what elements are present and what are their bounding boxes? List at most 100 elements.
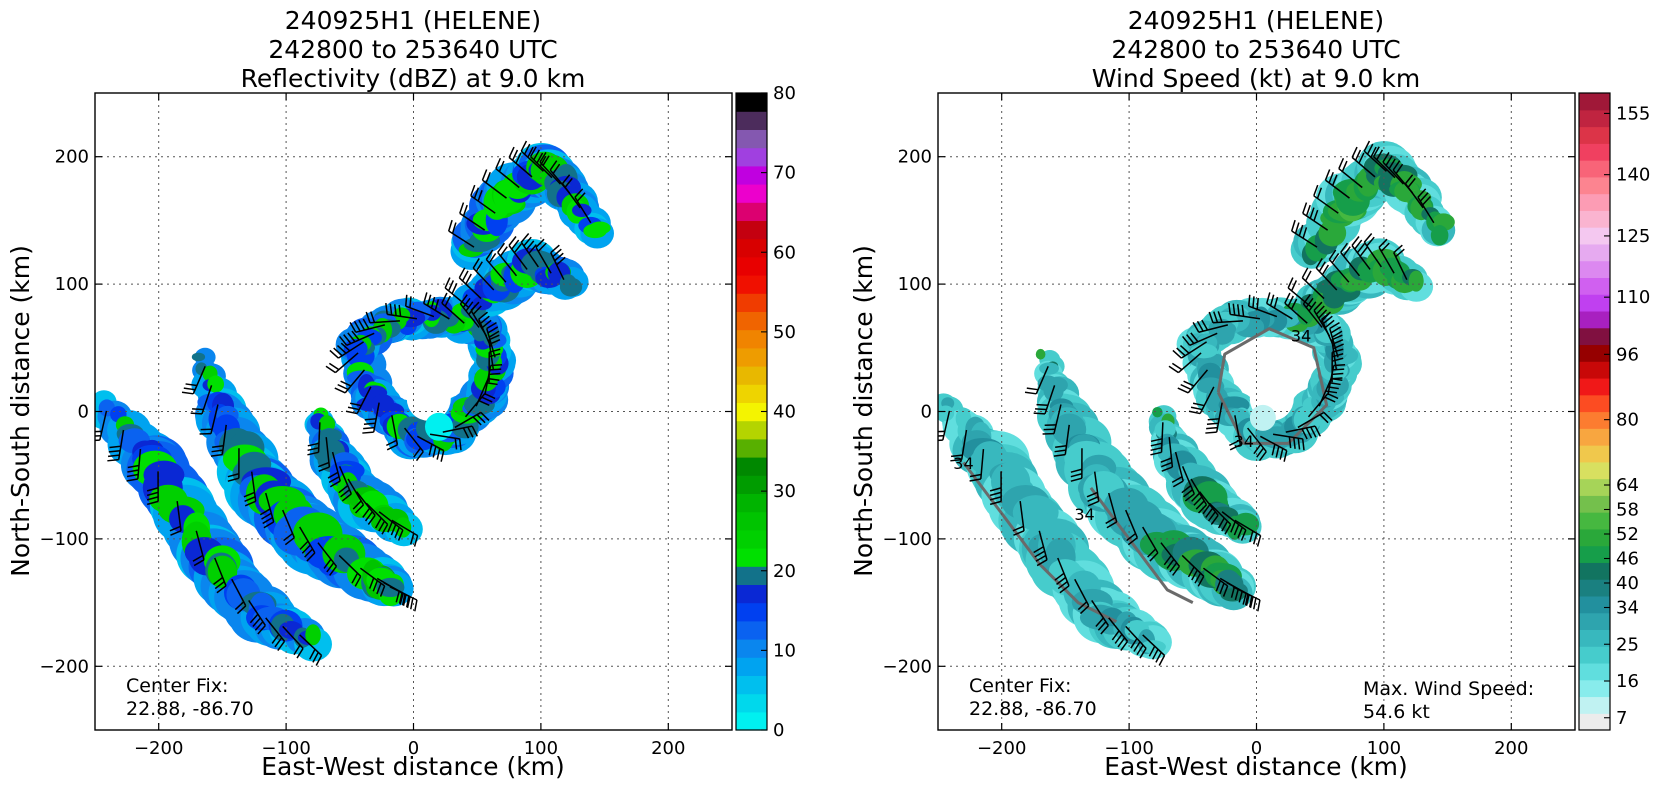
colorbar-tick-label: 10 xyxy=(773,640,796,661)
echo-cell xyxy=(1036,349,1046,360)
echo-cell xyxy=(1250,405,1276,431)
y-tick-label: 200 xyxy=(898,147,932,168)
colorbar-swatch xyxy=(1579,495,1610,512)
colorbar-tick-label: 40 xyxy=(1616,573,1639,594)
colorbar-swatch xyxy=(736,421,767,440)
colorbar-swatch xyxy=(736,657,767,676)
colorbar-swatch xyxy=(736,311,767,330)
colorbar-swatch xyxy=(736,712,767,731)
colorbar-tick-label: 80 xyxy=(773,83,796,104)
y-tick-label: −200 xyxy=(883,656,932,677)
contour-label: 34 xyxy=(1074,505,1094,524)
grid-lines xyxy=(938,93,1575,730)
colorbar-swatch xyxy=(1579,579,1610,596)
colorbar-tick-label: 50 xyxy=(773,322,796,343)
colorbar-swatch xyxy=(736,348,767,367)
center-fix-value: 22.88, -86.70 xyxy=(126,698,254,720)
center-fix-label: Center Fix: xyxy=(969,675,1071,697)
colorbar-tick-label: 25 xyxy=(1616,634,1639,655)
colorbar-swatch xyxy=(736,257,767,276)
colorbar-swatch xyxy=(1579,529,1610,546)
y-tick-label: 0 xyxy=(78,402,89,423)
x-axis-label: East-West distance (km) xyxy=(1104,752,1408,781)
colorbar-swatch xyxy=(1579,361,1610,378)
colorbar-tick-label: 140 xyxy=(1616,165,1650,186)
colorbar-tick-label: 16 xyxy=(1616,671,1639,692)
colorbar-swatch xyxy=(1579,328,1610,345)
reflectivity-echo-areas xyxy=(89,143,614,661)
chart-title-line1: 240925H1 (HELENE) xyxy=(1128,6,1384,35)
y-tick-label: 0 xyxy=(921,402,932,423)
colorbar-tick-label: 155 xyxy=(1616,103,1650,124)
colorbar-swatch xyxy=(1579,244,1610,261)
colorbar-swatch xyxy=(736,621,767,640)
y-tick-label: −200 xyxy=(40,656,89,677)
colorbar-swatch xyxy=(1579,680,1610,697)
colorbar-swatch xyxy=(736,184,767,203)
colorbar-swatch xyxy=(1579,546,1610,563)
colorbar-swatch xyxy=(736,148,767,167)
contour-label: 34 xyxy=(1291,326,1311,345)
x-tick-label: −200 xyxy=(977,738,1026,759)
colorbar-swatch xyxy=(736,512,767,531)
colorbar-swatch xyxy=(736,93,767,112)
y-tick-label: −100 xyxy=(883,529,932,550)
colorbar-swatch xyxy=(1579,462,1610,479)
x-axis-label: East-West distance (km) xyxy=(261,752,565,781)
wind-speed-areas xyxy=(931,141,1455,659)
y-tick-label: 200 xyxy=(55,147,89,168)
colorbar-swatch xyxy=(736,639,767,658)
colorbar-swatch xyxy=(1579,378,1610,395)
y-axis-label: North-South distance (km) xyxy=(6,245,35,577)
chart-title-line1: 240925H1 (HELENE) xyxy=(285,6,541,35)
max-wind-value: 54.6 kt xyxy=(1363,701,1430,723)
colorbar-swatch xyxy=(736,275,767,294)
echo-cell xyxy=(1190,344,1217,359)
colorbar-swatch xyxy=(1579,395,1610,412)
echo-cell xyxy=(583,224,607,238)
colorbar-tick-label: 60 xyxy=(773,242,796,263)
colorbar-swatch xyxy=(1579,713,1610,730)
colorbar-swatch xyxy=(1579,646,1610,663)
colorbar-swatch xyxy=(736,166,767,185)
echo-cell xyxy=(1039,362,1059,374)
colorbar-swatch xyxy=(1579,613,1610,630)
colorbar-swatch xyxy=(1579,663,1610,680)
echo-cell xyxy=(192,353,205,362)
colorbar-tick-label: 125 xyxy=(1616,226,1650,247)
x-tick-label: 200 xyxy=(651,738,685,759)
colorbar-swatch xyxy=(1579,512,1610,529)
colorbar-tick-label: 58 xyxy=(1616,500,1639,521)
colorbar-tick-label: 80 xyxy=(1616,410,1639,431)
colorbar-swatch xyxy=(736,202,767,221)
colorbar-tick-label: 96 xyxy=(1616,344,1639,365)
center-fix-value: 22.88, -86.70 xyxy=(969,698,1097,720)
colorbar-tick-label: 20 xyxy=(773,561,796,582)
colorbar-swatch xyxy=(736,384,767,403)
colorbar-swatch xyxy=(1579,277,1610,294)
colorbar-tick-label: 0 xyxy=(773,720,784,741)
colorbar-swatch xyxy=(1579,428,1610,445)
colorbar-swatch xyxy=(736,366,767,385)
y-tick-label: 100 xyxy=(55,274,89,295)
colorbar-swatch xyxy=(1579,562,1610,579)
contour-label: 34 xyxy=(953,454,973,473)
colorbar-swatch xyxy=(736,457,767,476)
colorbar-swatch xyxy=(1579,261,1610,278)
colorbar-swatch xyxy=(1579,194,1610,211)
colorbar-swatch xyxy=(1579,479,1610,496)
colorbar-swatch xyxy=(1579,445,1610,462)
y-tick-label: −100 xyxy=(40,529,89,550)
x-tick-label: 200 xyxy=(1494,738,1528,759)
colorbar-swatch xyxy=(1579,93,1610,110)
chart-title-line2: 242800 to 253640 UTC xyxy=(268,35,557,64)
colorbar-tick-label: 7 xyxy=(1616,708,1627,729)
colorbar-swatch xyxy=(1579,110,1610,127)
colorbar-tick-label: 34 xyxy=(1616,598,1639,619)
chart-title-line2: 242800 to 253640 UTC xyxy=(1111,35,1400,64)
y-tick-label: 100 xyxy=(898,274,932,295)
